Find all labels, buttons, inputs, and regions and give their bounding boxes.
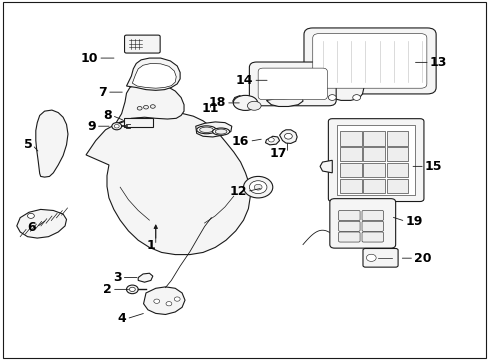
- FancyBboxPatch shape: [363, 163, 384, 177]
- Circle shape: [254, 184, 262, 190]
- Text: 16: 16: [231, 135, 249, 148]
- Polygon shape: [143, 287, 184, 315]
- Polygon shape: [126, 58, 180, 90]
- Circle shape: [114, 125, 119, 128]
- Polygon shape: [279, 130, 297, 143]
- Ellipse shape: [247, 101, 261, 110]
- Circle shape: [154, 299, 159, 303]
- Circle shape: [142, 39, 157, 49]
- FancyBboxPatch shape: [361, 211, 383, 221]
- Polygon shape: [17, 210, 66, 238]
- Circle shape: [146, 41, 154, 47]
- Text: 7: 7: [98, 86, 107, 99]
- Ellipse shape: [196, 126, 216, 134]
- FancyBboxPatch shape: [361, 221, 383, 231]
- Circle shape: [129, 287, 135, 292]
- Polygon shape: [132, 63, 176, 88]
- Polygon shape: [138, 273, 153, 282]
- Text: 4: 4: [118, 312, 126, 325]
- Circle shape: [112, 123, 122, 130]
- Polygon shape: [232, 96, 243, 104]
- Text: 9: 9: [87, 120, 96, 133]
- Polygon shape: [36, 110, 68, 177]
- Text: 5: 5: [23, 138, 32, 151]
- Text: 2: 2: [103, 283, 112, 296]
- Circle shape: [143, 105, 148, 109]
- Ellipse shape: [212, 128, 229, 135]
- Circle shape: [165, 302, 171, 306]
- Circle shape: [243, 176, 272, 198]
- FancyBboxPatch shape: [363, 179, 384, 193]
- FancyBboxPatch shape: [338, 221, 359, 231]
- FancyBboxPatch shape: [249, 62, 335, 106]
- FancyBboxPatch shape: [328, 119, 423, 202]
- FancyBboxPatch shape: [363, 131, 384, 145]
- Ellipse shape: [215, 129, 226, 134]
- FancyBboxPatch shape: [386, 147, 407, 161]
- FancyBboxPatch shape: [361, 232, 383, 242]
- Text: 15: 15: [424, 160, 442, 173]
- FancyBboxPatch shape: [338, 232, 359, 242]
- Text: 11: 11: [201, 102, 219, 115]
- FancyBboxPatch shape: [339, 163, 361, 177]
- Text: 19: 19: [405, 215, 422, 228]
- Polygon shape: [86, 113, 250, 255]
- FancyBboxPatch shape: [336, 125, 414, 195]
- Text: 12: 12: [229, 185, 246, 198]
- Text: 13: 13: [429, 56, 446, 69]
- FancyBboxPatch shape: [312, 34, 426, 88]
- Text: 14: 14: [235, 74, 253, 87]
- FancyBboxPatch shape: [124, 35, 160, 53]
- Polygon shape: [195, 122, 231, 137]
- FancyBboxPatch shape: [329, 199, 395, 248]
- Polygon shape: [265, 136, 279, 145]
- FancyBboxPatch shape: [338, 211, 359, 221]
- FancyBboxPatch shape: [339, 179, 361, 193]
- Ellipse shape: [233, 95, 257, 111]
- FancyBboxPatch shape: [304, 28, 435, 94]
- FancyBboxPatch shape: [386, 131, 407, 145]
- Circle shape: [137, 107, 142, 110]
- Circle shape: [352, 95, 360, 100]
- Text: 17: 17: [269, 147, 287, 159]
- Polygon shape: [115, 82, 183, 124]
- Text: 10: 10: [81, 51, 98, 64]
- FancyBboxPatch shape: [362, 248, 397, 267]
- Ellipse shape: [199, 127, 213, 132]
- FancyBboxPatch shape: [258, 68, 327, 100]
- Text: 8: 8: [103, 109, 112, 122]
- FancyBboxPatch shape: [363, 147, 384, 161]
- FancyBboxPatch shape: [386, 179, 407, 193]
- FancyBboxPatch shape: [339, 131, 361, 145]
- Text: 18: 18: [208, 96, 225, 109]
- Circle shape: [284, 134, 292, 139]
- Polygon shape: [320, 160, 331, 173]
- Circle shape: [249, 181, 266, 194]
- FancyBboxPatch shape: [124, 118, 153, 127]
- Text: 3: 3: [113, 271, 122, 284]
- Text: 1: 1: [147, 239, 156, 252]
- FancyBboxPatch shape: [386, 163, 407, 177]
- Circle shape: [268, 138, 274, 142]
- Circle shape: [126, 285, 138, 294]
- Text: 20: 20: [413, 252, 431, 265]
- Polygon shape: [266, 98, 303, 107]
- Circle shape: [174, 297, 180, 301]
- Circle shape: [328, 95, 335, 100]
- Circle shape: [27, 213, 34, 219]
- Polygon shape: [326, 86, 363, 100]
- Circle shape: [150, 105, 155, 108]
- Text: 6: 6: [28, 221, 36, 234]
- Circle shape: [366, 254, 375, 261]
- FancyBboxPatch shape: [339, 147, 361, 161]
